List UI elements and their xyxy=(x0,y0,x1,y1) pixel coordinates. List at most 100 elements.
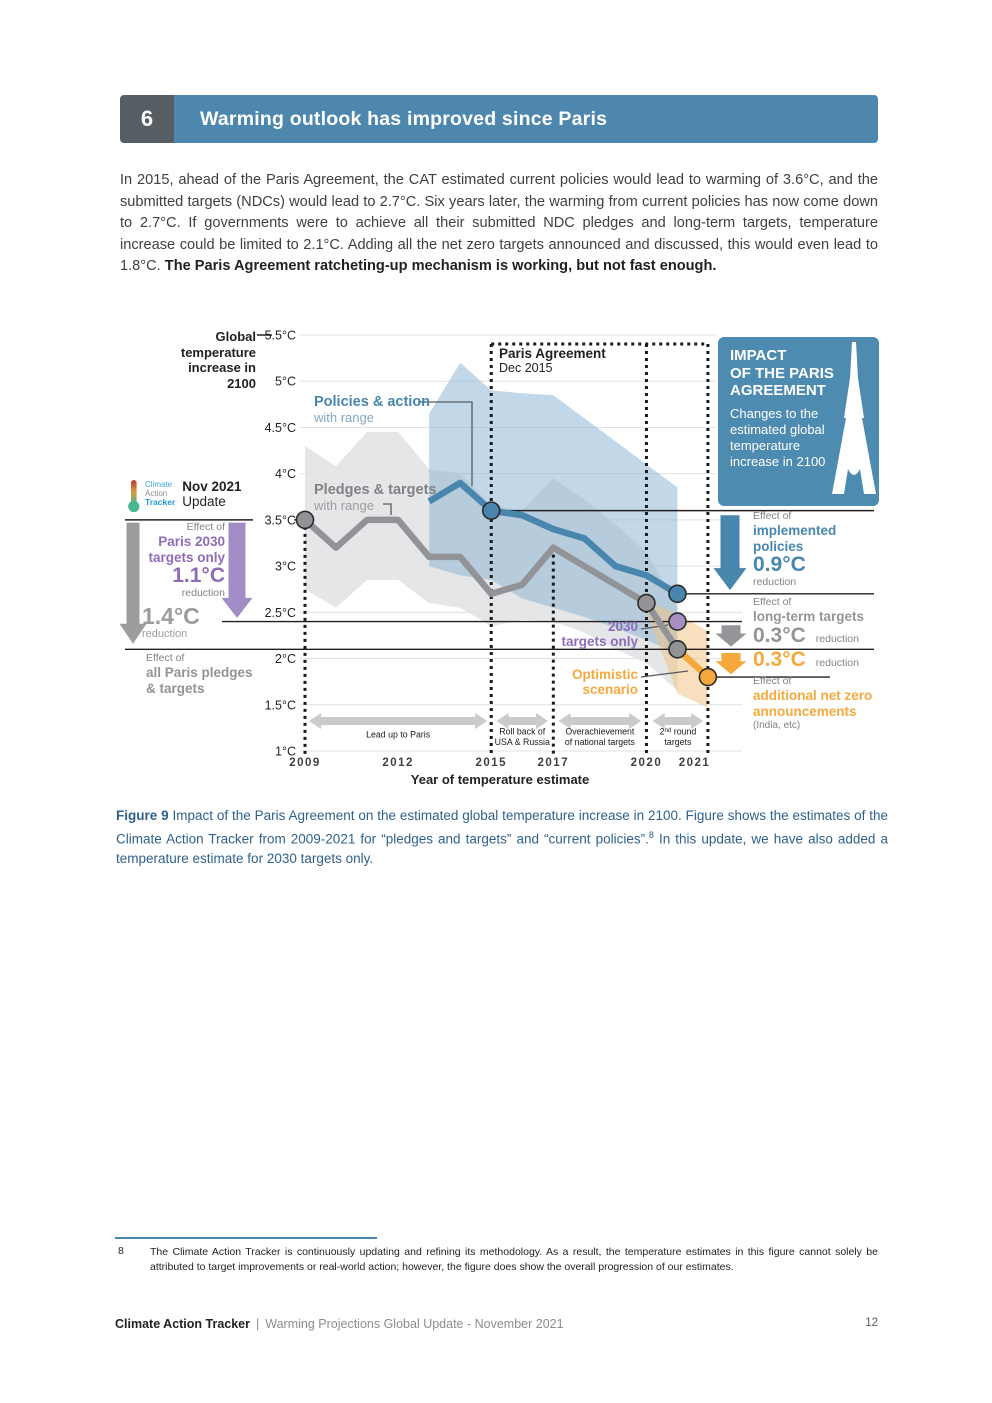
label-connector xyxy=(383,503,392,515)
marker-2030-targets-only-2021 xyxy=(668,612,687,631)
update-date-block: Nov 2021 Update xyxy=(182,479,241,509)
y-axis-title: Global temperature increase in 2100 xyxy=(180,329,256,391)
annotation-line1: Paris 2030 xyxy=(158,534,225,549)
implemented-policies-arrow xyxy=(713,515,747,591)
period-arrow-2nd-round xyxy=(652,713,704,729)
y-tick-label: 5°C xyxy=(275,375,296,389)
series-line-policies-action xyxy=(427,479,680,597)
net-zero-arrow xyxy=(715,652,747,675)
legend-pledges-targets: Pledges & targets with range xyxy=(314,482,437,513)
paris-agreement-date: Dec 2015 xyxy=(499,361,553,375)
x-tick-label: 2021 xyxy=(679,757,711,769)
impact-callout-box: IMPACT OF THE PARIS AGREEMENT Changes to… xyxy=(718,337,879,506)
label-2030-targets-only: 2030 targets only xyxy=(541,619,638,649)
page-footer: Climate Action Tracker | Warming Project… xyxy=(115,1317,878,1331)
impact-body: Changes to the estimated global temperat… xyxy=(730,405,826,470)
cat-logo-line1: Climate xyxy=(145,480,173,489)
cat-logo-line2: Action xyxy=(145,488,168,498)
x-tick-label: 2017 xyxy=(538,757,570,769)
annotation-1-4-reduction: 1.4°C reduction xyxy=(142,604,200,641)
y-tick-label: 5.5°C xyxy=(265,329,296,343)
section-number: 6 xyxy=(120,95,174,143)
y-tick-label: 3°C xyxy=(275,560,296,574)
annotation-suffix: reduction xyxy=(142,628,188,640)
marker-policies-action-2021 xyxy=(668,584,687,604)
annotation-suffix: reduction xyxy=(815,657,859,669)
annotation-all-pledges: Effect of all Paris pledges & targets xyxy=(146,652,253,696)
intro-paragraph: In 2015, ahead of the Paris Agreement, t… xyxy=(120,170,878,278)
cat-logo-line3: Tracker xyxy=(145,497,176,507)
annotation-line2: & targets xyxy=(146,680,205,696)
label-connector xyxy=(640,670,689,678)
figure-caption-text1: Impact of the Paris Agreement on the est… xyxy=(116,808,888,846)
annotation-value: 1.4°C xyxy=(142,603,200,629)
label-optimistic-scenario: Optimistic scenario xyxy=(541,667,638,697)
annotation-value: 1.1°C xyxy=(172,564,225,587)
legend-policies-action: Policies & action with range xyxy=(314,394,430,425)
y-tick-label: 2.5°C xyxy=(265,606,296,620)
y-tick-label: 4°C xyxy=(275,467,296,481)
update-label: Update xyxy=(182,494,226,509)
series-line-pledges-targets xyxy=(302,516,681,652)
annotation-suffix: reduction xyxy=(753,576,797,588)
y-tick-label: 2°C xyxy=(275,652,296,666)
annotation-line1: long-term targets xyxy=(753,609,865,624)
impact-title: IMPACT OF THE PARIS AGREEMENT xyxy=(730,347,834,399)
annotation-prefix: Effect of xyxy=(753,675,792,687)
y-tick-label: 3.5°C xyxy=(265,513,296,527)
figure-caption-footnote-ref: 8 xyxy=(648,829,654,840)
y-tick-label: 4.5°C xyxy=(265,421,296,435)
marker-pledges-targets-2009 xyxy=(295,510,315,530)
annotation-value: 0.3°C xyxy=(753,648,806,671)
figure-caption-text2: In this update, we have also added a tem… xyxy=(116,831,888,866)
marker-pledges-targets-2021 xyxy=(668,639,687,659)
footnote-rule xyxy=(115,1237,377,1239)
paris-agreement-label: Paris Agreement Dec 2015 xyxy=(499,346,606,375)
y-tick-label: 1.5°C xyxy=(265,698,296,712)
footer-brand: Climate Action Tracker xyxy=(115,1317,251,1331)
all-pledges-arrow xyxy=(119,522,147,644)
label-line2: targets only xyxy=(561,633,638,649)
period-arrow-roll-back-of xyxy=(496,713,549,729)
marker-pledges-targets-2020 xyxy=(637,593,656,613)
x-tick-label: 2015 xyxy=(475,757,507,769)
paris-agreement-title: Paris Agreement xyxy=(499,346,606,361)
cat-update-badge: Climate Action Tracker Nov 2021 Update xyxy=(127,479,242,513)
x-tick-label: 2012 xyxy=(382,757,414,769)
eiffel-tower-icon xyxy=(832,342,876,494)
thermometer-icon xyxy=(128,480,140,513)
legend-pledges-title: Pledges & targets xyxy=(314,482,437,498)
x-tick-label: 2020 xyxy=(631,757,663,769)
period-arrow-overachievement xyxy=(558,713,642,729)
annotation-suffix: reduction xyxy=(181,587,225,599)
label-line1: 2030 xyxy=(607,619,638,634)
period-label: Roll back of xyxy=(499,727,546,737)
annotation-long-term-targets: Effect of long-term targets 0.3°C reduct… xyxy=(753,596,864,647)
label-connector xyxy=(418,401,473,486)
annotation-line2: announcements xyxy=(753,703,857,719)
section-title: Warming outlook has improved since Paris xyxy=(174,95,878,143)
annotation-prefix: Effect of xyxy=(186,521,225,533)
annotation-value: 0.9°C xyxy=(753,553,806,576)
annotation-prefix: Effect of xyxy=(753,510,792,522)
period-label: Lead up to Paris xyxy=(366,730,431,740)
footer-title: Warming Projections Global Update - Nove… xyxy=(265,1317,564,1331)
annotation-line1: implemented xyxy=(753,523,837,538)
footnote-number: 8 xyxy=(118,1245,124,1257)
x-tick-label: 2009 xyxy=(289,757,321,769)
annotation-net-zero: 0.3°C reduction Effect of additional net… xyxy=(753,649,872,732)
period-arrow-lead-up-to-paris xyxy=(309,713,488,729)
x-axis-title: Year of temperature estimate xyxy=(411,772,589,787)
annotation-prefix: Effect of xyxy=(146,652,185,664)
figure-caption-label: Figure 9 xyxy=(116,808,169,823)
marker-optimistic-scenario-2021.98 xyxy=(698,667,718,687)
section-banner: 6 Warming outlook has improved since Par… xyxy=(120,95,878,143)
period-label: of national targets xyxy=(565,737,636,747)
y-tick-label: 1°C xyxy=(275,744,296,758)
legend-policies-title: Policies & action xyxy=(314,394,431,410)
annotation-suffix: reduction xyxy=(815,632,859,645)
period-label: 2nd round xyxy=(660,727,697,737)
page-number: 12 xyxy=(865,1317,878,1329)
annotation-prefix: Effect of xyxy=(753,596,792,608)
